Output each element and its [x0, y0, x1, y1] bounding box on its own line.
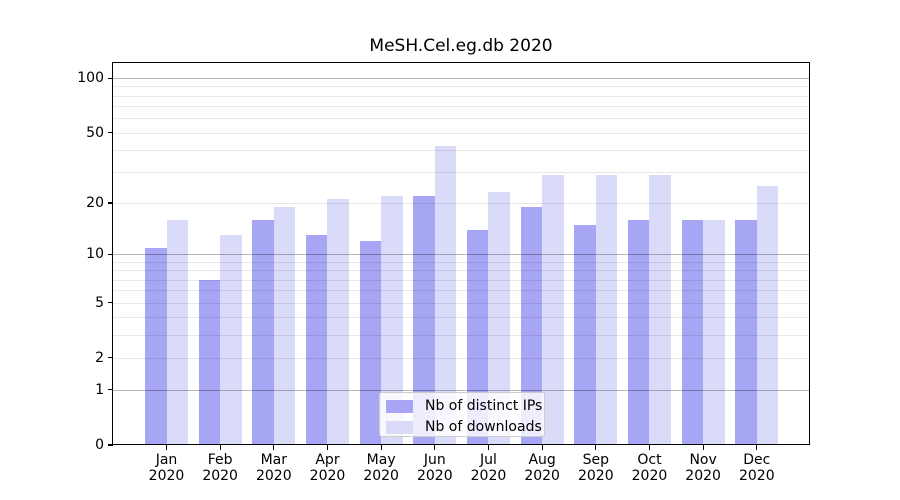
y-tick-mark-0 — [108, 444, 113, 446]
bar-nb-of-distinct-ips-dec — [735, 219, 757, 444]
bar-nb-of-distinct-ips-jul — [466, 229, 489, 444]
bar-nb-of-distinct-ips-aug — [520, 206, 543, 444]
bar-nb-of-distinct-ips-jun — [413, 195, 435, 444]
x-tick-mark-jan — [165, 445, 168, 450]
x-tick-label-aug: Aug 2020 — [524, 452, 560, 484]
y-tick-mark-1 — [108, 389, 113, 391]
x-tick-mark-oct — [648, 445, 651, 450]
gridline-80 — [113, 95, 809, 97]
bar-nb-of-downloads-jul — [488, 192, 510, 444]
gridline-2 — [113, 357, 809, 359]
legend-entry-distinct-ips: Nb of distinct IPs — [386, 397, 544, 415]
x-tick-mark-jun — [434, 445, 436, 450]
gridline-60 — [113, 118, 809, 120]
x-tick-label-jun: Jun 2020 — [416, 452, 453, 484]
y-tick-mark-20 — [108, 202, 113, 204]
x-tick-label-jul: Jul 2020 — [470, 452, 507, 484]
bar-nb-of-downloads-nov — [703, 219, 725, 444]
bar-nb-of-downloads-mar — [273, 206, 296, 444]
gridline-90 — [113, 86, 809, 88]
bar-nb-of-downloads-oct — [649, 174, 671, 444]
bar-nb-of-distinct-ips-jan — [145, 247, 167, 444]
gridline-4 — [113, 317, 809, 319]
y-tick-mark-50 — [108, 131, 113, 134]
y-tick-label-0: 0 — [95, 437, 104, 453]
y-tick-mark-2 — [108, 357, 113, 359]
bar-nb-of-downloads-aug — [542, 174, 564, 444]
bar-nb-of-downloads-may — [381, 195, 403, 444]
bar-nb-of-downloads-jun — [434, 146, 457, 444]
x-tick-mark-aug — [541, 445, 543, 450]
x-tick-label-oct: Oct 2020 — [631, 452, 668, 484]
bar-nb-of-distinct-ips-mar — [252, 219, 274, 444]
x-tick-label-nov: Nov 2020 — [685, 452, 721, 484]
legend-swatch-distinct-ips — [386, 399, 413, 413]
x-tick-label-mar: Mar 2020 — [255, 452, 292, 484]
bar-nb-of-distinct-ips-apr — [305, 235, 328, 444]
bar-nb-of-distinct-ips-feb — [198, 279, 221, 444]
y-tick-label-5: 5 — [95, 294, 104, 311]
gridline-6 — [113, 290, 809, 292]
x-tick-mark-may — [380, 445, 382, 450]
bar-nb-of-distinct-ips-may — [359, 241, 382, 444]
x-tick-mark-feb — [219, 445, 221, 450]
y-tick-label-100: 100 — [77, 70, 104, 87]
y-tick-label-20: 20 — [86, 195, 104, 212]
gridline-10 — [113, 254, 809, 256]
x-tick-label-dec: Dec 2020 — [738, 452, 775, 484]
bar-nb-of-downloads-jan — [166, 219, 188, 444]
gridline-7 — [113, 279, 809, 281]
gridline-5 — [113, 302, 809, 304]
gridline-40 — [113, 149, 809, 151]
x-tick-label-apr: Apr 2020 — [309, 452, 346, 484]
legend-label-distinct-ips: Nb of distinct IPs — [425, 398, 543, 414]
gridline-70 — [113, 106, 809, 108]
legend-entry-downloads: Nb of downloads — [386, 418, 544, 436]
bar-nb-of-distinct-ips-nov — [681, 219, 704, 444]
x-tick-mark-sep — [595, 445, 597, 450]
y-tick-mark-10 — [108, 253, 113, 255]
legend: Nb of distinct IPs Nb of downloads — [379, 392, 545, 437]
gridline-8 — [113, 270, 809, 272]
bar-nb-of-downloads-dec — [756, 186, 779, 444]
gridline-100 — [113, 78, 809, 80]
legend-swatch-downloads — [386, 420, 413, 434]
gridline-3 — [113, 334, 809, 336]
x-tick-mark-apr — [326, 445, 329, 450]
x-tick-mark-jul — [487, 445, 490, 450]
gridline-50 — [113, 132, 809, 134]
x-tick-label-sep: Sep 2020 — [577, 452, 614, 484]
gridline-30 — [113, 172, 809, 174]
bar-nb-of-distinct-ips-sep — [574, 224, 596, 444]
x-tick-label-jan: Jan 2020 — [148, 452, 185, 484]
gridline-9 — [113, 262, 809, 263]
plot-area — [112, 62, 810, 445]
y-tick-mark-100 — [108, 77, 113, 79]
bar-nb-of-downloads-feb — [220, 235, 242, 444]
bar-nb-of-downloads-apr — [327, 199, 349, 444]
y-tick-label-1: 1 — [95, 381, 104, 398]
x-tick-label-feb: Feb 2020 — [202, 452, 238, 484]
x-tick-mark-mar — [273, 445, 275, 450]
x-tick-mark-nov — [702, 445, 704, 450]
y-tick-label-50: 50 — [86, 124, 104, 141]
bar-nb-of-downloads-sep — [595, 174, 618, 444]
gridline-1 — [113, 389, 809, 391]
legend-label-downloads: Nb of downloads — [425, 419, 542, 435]
chart-title: MeSH.Cel.eg.db 2020 — [369, 36, 553, 56]
x-tick-mark-dec — [756, 445, 758, 450]
y-tick-label-2: 2 — [95, 349, 104, 366]
x-tick-label-may: May 2020 — [363, 452, 399, 484]
bar-nb-of-distinct-ips-oct — [627, 219, 650, 444]
y-tick-mark-5 — [108, 301, 113, 304]
y-tick-label-10: 10 — [86, 246, 104, 263]
gridline-20 — [113, 203, 809, 205]
